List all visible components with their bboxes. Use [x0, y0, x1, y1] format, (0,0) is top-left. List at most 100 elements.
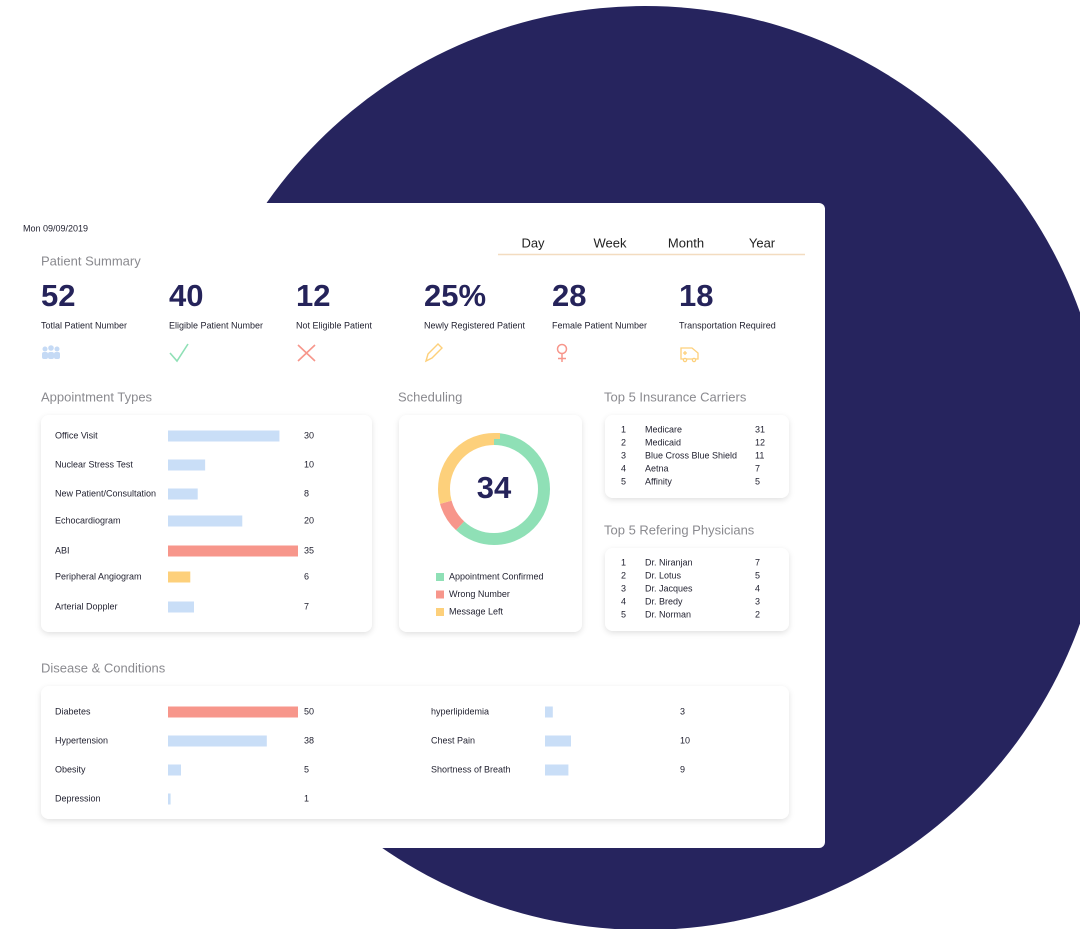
rank: 5: [621, 476, 626, 486]
section-title: Top 5 Insurance Carriers: [604, 389, 747, 404]
bar: [168, 515, 243, 527]
row-value: 9: [680, 764, 685, 774]
rank: 3: [621, 450, 626, 460]
donut-total: 34: [477, 470, 512, 505]
stat-value: 18: [679, 278, 713, 313]
row-label: Chest Pain: [431, 735, 475, 745]
list-count: 11: [755, 450, 764, 460]
row-label: Hypertension: [55, 735, 108, 745]
list-count: 3: [755, 596, 760, 606]
legend-swatch: [436, 573, 444, 581]
row-value: 20: [304, 515, 314, 525]
row-value: 1: [304, 793, 309, 803]
rank: 4: [621, 596, 626, 606]
row-value: 35: [304, 545, 314, 555]
legend-label: Message Left: [449, 606, 504, 616]
list-name: Dr. Norman: [645, 609, 691, 619]
physicians-card: [605, 548, 789, 631]
bar: [545, 706, 553, 718]
rank: 5: [621, 609, 626, 619]
list-name: Medicaid: [645, 437, 681, 447]
list-count: 2: [755, 609, 760, 619]
rank: 3: [621, 583, 626, 593]
row-label: Echocardiogram: [55, 515, 121, 525]
stat-value: 40: [169, 278, 203, 313]
row-value: 38: [304, 735, 314, 745]
section-title: Patient Summary: [41, 253, 141, 268]
stat-label: Transportation Required: [679, 320, 776, 330]
stat-label: Eligible Patient Number: [169, 320, 263, 330]
period-tab[interactable]: Month: [668, 235, 704, 250]
stat-label: Not Eligible Patient: [296, 320, 373, 330]
row-label: Arterial Doppler: [55, 601, 118, 611]
row-label: hyperlipidemia: [431, 706, 489, 716]
stat-value: 12: [296, 278, 330, 313]
row-value: 30: [304, 430, 314, 440]
period-tab[interactable]: Week: [594, 235, 627, 250]
list-name: Aetna: [645, 463, 669, 473]
insurance-card: [605, 415, 789, 498]
row-label: Nuclear Stress Test: [55, 459, 133, 469]
list-name: Dr. Niranjan: [645, 557, 693, 567]
stat-label: Newly Registered Patient: [424, 320, 526, 330]
bar: [168, 459, 206, 471]
stat-value: 25%: [424, 278, 486, 313]
bar: [168, 735, 267, 747]
row-value: 5: [304, 764, 309, 774]
row-label: Depression: [55, 793, 101, 803]
bar: [545, 764, 569, 776]
list-name: Blue Cross Blue Shield: [645, 450, 737, 460]
row-label: ABI: [55, 545, 70, 555]
legend-label: Wrong Number: [449, 589, 510, 599]
row-value: 10: [304, 459, 314, 469]
period-tab[interactable]: Day: [521, 235, 545, 250]
disease-card: [41, 686, 789, 819]
section-title: Scheduling: [398, 389, 462, 404]
section-title: Top 5 Refering Physicians: [604, 522, 755, 537]
list-count: 5: [755, 476, 760, 486]
check-icon: [169, 343, 189, 363]
period-tab[interactable]: Year: [749, 235, 776, 250]
bar: [168, 764, 181, 776]
bar: [545, 735, 571, 747]
scheduling-card: [399, 415, 582, 632]
donut-segment: [438, 433, 550, 545]
legend-swatch: [436, 590, 444, 599]
bar: [168, 793, 171, 805]
list-name: Medicare: [645, 424, 682, 434]
list-name: Affinity: [645, 476, 672, 486]
row-value: 50: [304, 706, 314, 716]
ambulance-icon: [680, 347, 699, 363]
list-name: Dr. Jacques: [645, 583, 693, 593]
list-name: Dr. Bredy: [645, 596, 683, 606]
bar: [168, 706, 298, 718]
list-count: 7: [755, 557, 760, 567]
rank: 2: [621, 570, 626, 580]
row-label: Office Visit: [55, 430, 98, 440]
rank: 4: [621, 463, 626, 473]
stat-value: 28: [552, 278, 586, 313]
bar: [168, 430, 280, 442]
stat-label: Female Patient Number: [552, 320, 647, 330]
list-count: 31: [755, 424, 765, 434]
row-value: 3: [680, 706, 685, 716]
stat-label: Totlal Patient Number: [41, 320, 127, 330]
date: Mon 09/09/2019: [23, 223, 88, 233]
row-value: 8: [304, 488, 309, 498]
female-icon: [556, 343, 568, 362]
list-count: 12: [755, 437, 765, 447]
bar: [168, 571, 191, 583]
legend-swatch: [436, 608, 444, 616]
rank: 1: [621, 557, 626, 567]
row-value: 10: [680, 735, 690, 745]
legend-label: Appointment Confirmed: [449, 571, 544, 581]
pencil-icon: [424, 343, 443, 363]
row-label: Peripheral Angiogram: [55, 571, 142, 581]
stat-value: 52: [41, 278, 75, 313]
row-label: Diabetes: [55, 706, 91, 716]
rank: 2: [621, 437, 626, 447]
row-value: 7: [304, 601, 309, 611]
bar: [168, 601, 194, 613]
section-title: Disease & Conditions: [41, 660, 166, 675]
